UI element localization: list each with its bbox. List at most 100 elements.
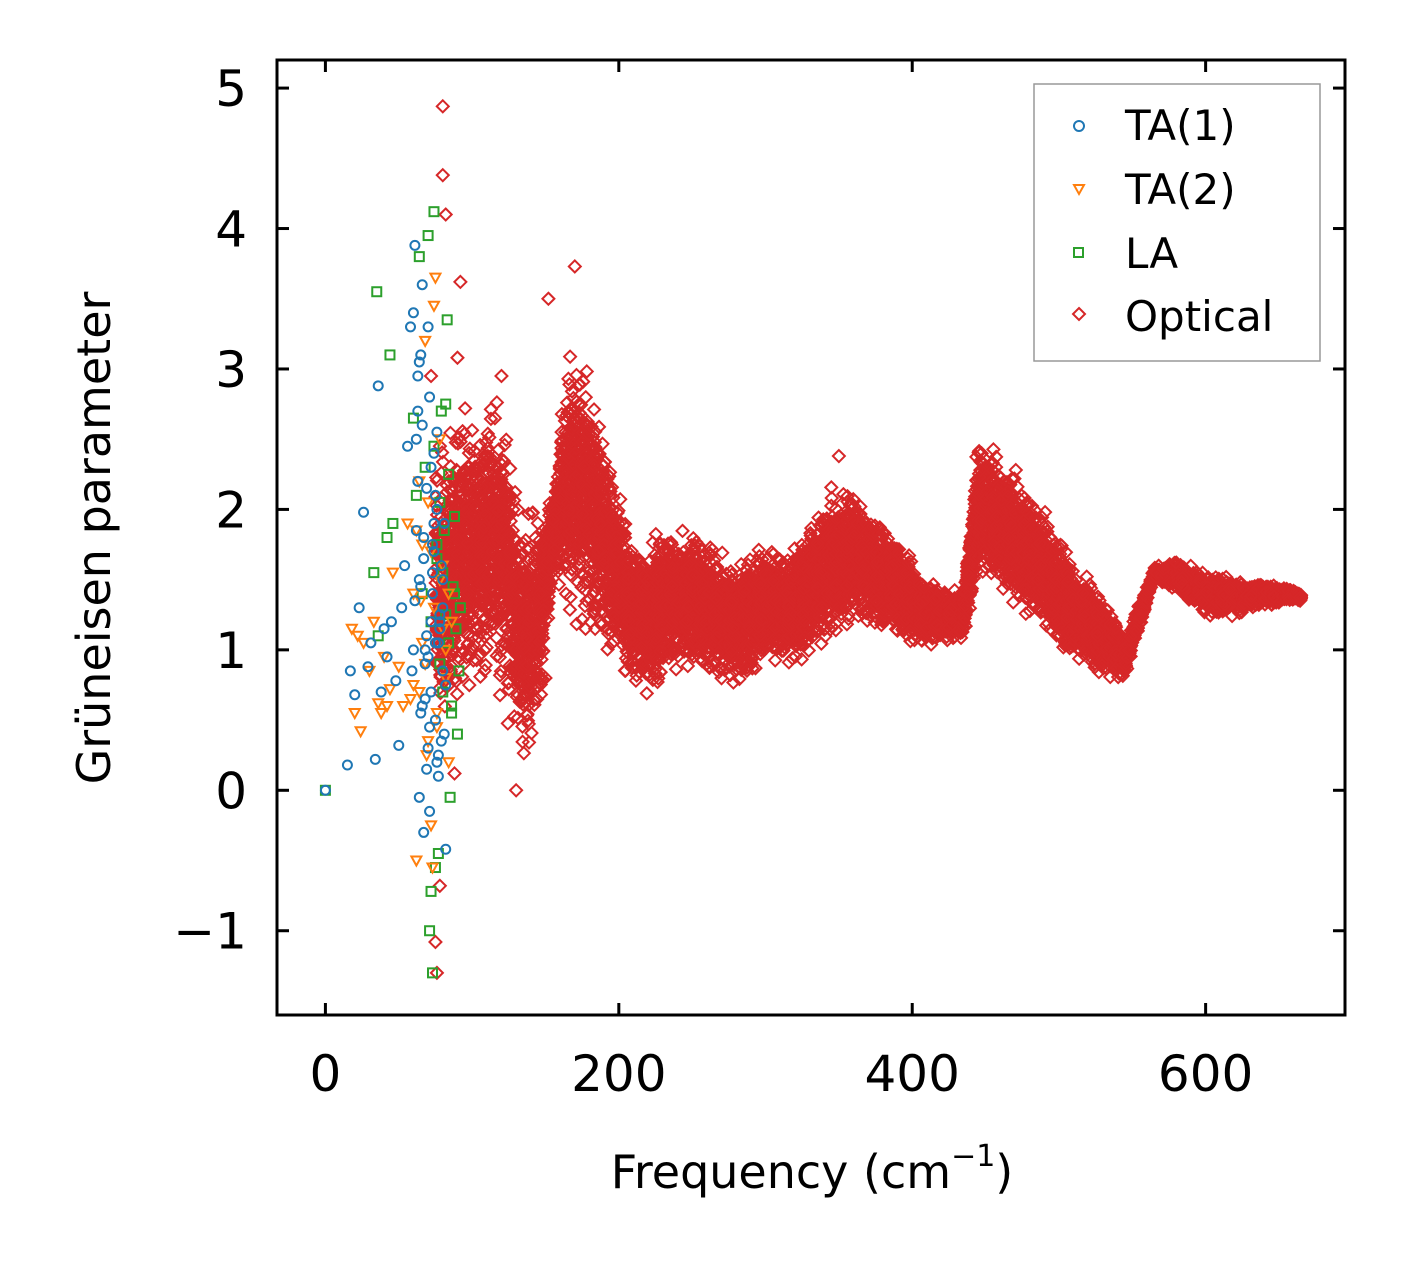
optical-point: [491, 442, 507, 457]
optical-point: [493, 471, 509, 487]
optical-point: [522, 569, 538, 585]
optical-point: [492, 687, 508, 703]
optical-point: [460, 627, 476, 643]
optical-point: [489, 519, 504, 534]
optical-point: [552, 490, 568, 506]
optical-point: [568, 514, 584, 530]
optical-point: [561, 503, 577, 519]
optical-point: [451, 430, 467, 446]
optical-point: [472, 437, 488, 453]
optical-point: [490, 503, 506, 519]
optical-point: [578, 447, 593, 463]
optical-point: [444, 551, 460, 567]
optical-point: [577, 453, 593, 469]
optical-point: [459, 587, 475, 603]
optical-point: [533, 617, 549, 633]
optical-point: [474, 592, 490, 608]
optical-point: [461, 615, 477, 631]
optical-point: [578, 389, 594, 405]
optical-point: [517, 685, 533, 701]
optical-point: [603, 636, 619, 652]
optical-point: [574, 612, 590, 627]
optical-point: [437, 698, 453, 714]
optical-point: [595, 467, 611, 482]
optical-point: [525, 560, 541, 576]
optical-point: [545, 511, 561, 527]
optical-point: [516, 745, 532, 761]
optical-point: [576, 438, 592, 454]
optical-point: [589, 445, 605, 461]
optical-point: [473, 576, 488, 592]
optical-point: [575, 374, 591, 390]
optical-point: [481, 429, 497, 445]
optical-point: [432, 680, 448, 696]
optical-point: [501, 681, 517, 697]
optical-point: [564, 421, 580, 437]
optical-point: [577, 575, 593, 591]
optical-point: [580, 569, 596, 585]
optical-point: [547, 525, 562, 540]
optical-point: [476, 520, 492, 535]
optical-point: [486, 526, 502, 542]
optical-point: [675, 523, 690, 539]
optical-point: [593, 465, 609, 481]
optical-point: [562, 377, 577, 392]
optical-point: [429, 473, 445, 488]
optical-point: [517, 640, 532, 656]
optical-point: [579, 506, 595, 522]
optical-point: [462, 568, 478, 584]
optical-point: [568, 469, 584, 485]
optical-point: [457, 400, 473, 416]
optical-point: [597, 504, 613, 520]
optical-point: [529, 691, 545, 707]
optical-point: [586, 402, 602, 417]
optical-point: [767, 652, 783, 668]
optical-point: [446, 470, 462, 485]
optical-point: [547, 542, 563, 558]
optical-point: [443, 458, 459, 474]
optical-point: [562, 401, 578, 417]
optical-point: [502, 544, 518, 560]
optical-point: [562, 602, 578, 618]
optical-point: [502, 578, 518, 594]
optical-point: [505, 502, 521, 517]
optical-point: [487, 410, 503, 426]
optical-point: [472, 473, 488, 488]
optical-point: [460, 544, 476, 560]
optical-point: [489, 648, 505, 664]
optical-point: [575, 567, 590, 583]
optical-point: [579, 364, 595, 379]
optical-point: [589, 598, 605, 614]
optical-point: [457, 602, 473, 618]
optical-point: [590, 543, 606, 559]
optical-point: [572, 405, 588, 421]
optical-point: [560, 405, 576, 420]
optical-point: [448, 435, 464, 450]
optical-point: [497, 437, 513, 453]
optical-point: [600, 641, 615, 657]
optical-point: [488, 630, 504, 646]
optical-point: [590, 568, 606, 584]
optical-point: [510, 676, 526, 691]
optical-point: [475, 549, 491, 565]
optical-point: [563, 486, 579, 502]
optical-point: [438, 600, 454, 616]
optical-point: [515, 696, 531, 712]
optical-point: [483, 411, 499, 427]
optical-point: [584, 496, 600, 511]
optical-point: [478, 657, 494, 673]
optical-point: [521, 506, 536, 522]
optical-point: [526, 697, 542, 713]
optical-point: [519, 708, 535, 723]
optical-point: [469, 652, 485, 668]
optical-point: [593, 524, 609, 540]
optical-point: [574, 506, 590, 522]
optical-point: [444, 622, 460, 638]
optical-point: [506, 492, 522, 508]
optical-point: [522, 614, 537, 630]
optical-point: [434, 491, 449, 506]
optical-point: [525, 505, 541, 520]
optical-point: [600, 467, 616, 483]
optical-point: [502, 664, 518, 680]
optical-point: [565, 390, 581, 406]
